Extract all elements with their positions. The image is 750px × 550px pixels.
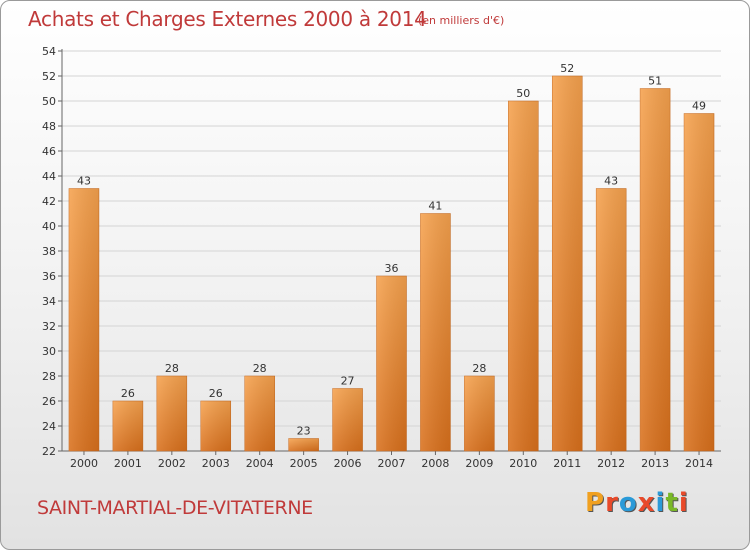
bar-shade-2006 — [332, 388, 363, 451]
data-label: 43 — [77, 175, 91, 188]
y-tick-label: 42 — [42, 195, 56, 208]
y-tick-label: 26 — [42, 395, 56, 408]
data-label: 49 — [692, 100, 706, 113]
y-tick-label: 34 — [42, 295, 56, 308]
y-tick-label: 38 — [42, 245, 56, 258]
bar-shade-2009 — [464, 376, 495, 451]
x-tick-label: 2007 — [378, 457, 406, 470]
y-tick-label: 52 — [42, 70, 56, 83]
x-tick-label: 2001 — [114, 457, 142, 470]
bar-shade-2011 — [552, 76, 583, 451]
data-label: 50 — [516, 87, 530, 100]
logo-letter: P — [585, 488, 606, 518]
chart-subtitle: (en milliers d'€) — [418, 14, 505, 27]
y-tick-label: 44 — [42, 170, 56, 183]
bar-shade-2008 — [420, 213, 451, 451]
bar-shade-2002 — [156, 376, 187, 451]
bar-shade-2000 — [68, 188, 99, 451]
data-label: 27 — [341, 375, 355, 388]
y-tick-label: 50 — [42, 95, 56, 108]
data-label: 28 — [165, 362, 179, 375]
bars — [68, 75, 715, 452]
x-tick-label: 2010 — [509, 457, 537, 470]
x-tick-label: 2013 — [641, 457, 669, 470]
logo-letter: r — [605, 488, 619, 518]
x-tick-label: 2008 — [421, 457, 449, 470]
bar-shade-2005 — [288, 438, 319, 451]
data-label: 41 — [428, 200, 442, 213]
commune-name: SAINT-MARTIAL-DE-VITATERNE — [37, 497, 313, 519]
y-tick-label: 36 — [42, 270, 56, 283]
data-label: 36 — [385, 262, 399, 275]
x-tick-label: 2002 — [158, 457, 186, 470]
data-label: 28 — [253, 362, 267, 375]
logo-letter: i — [655, 488, 666, 518]
bar-shade-2003 — [200, 401, 231, 451]
x-tick-label: 2006 — [334, 457, 362, 470]
bar-shade-2010 — [508, 101, 539, 451]
x-tick-label: 2011 — [553, 457, 581, 470]
y-tick-label: 46 — [42, 145, 56, 158]
x-tick-label: 2005 — [290, 457, 318, 470]
data-label: 26 — [121, 387, 135, 400]
x-tick-label: 2012 — [597, 457, 625, 470]
bar-shade-2013 — [640, 88, 671, 451]
x-tick-label: 2000 — [70, 457, 98, 470]
data-label: 52 — [560, 62, 574, 75]
data-label: 28 — [472, 362, 486, 375]
y-tick-label: 54 — [42, 45, 56, 58]
bar-shade-2014 — [684, 113, 715, 451]
x-tick-label: 2003 — [202, 457, 230, 470]
y-tick-label: 32 — [42, 320, 56, 333]
y-tick-label: 28 — [42, 370, 56, 383]
bar-shade-2007 — [376, 276, 407, 451]
logo-letter: o — [618, 488, 638, 518]
data-label: 26 — [209, 387, 223, 400]
proxiti-logo[interactable]: Proxiti — [585, 488, 689, 518]
bar-shade-2012 — [596, 188, 627, 451]
x-tick-label: 2009 — [465, 457, 493, 470]
y-tick-label: 40 — [42, 220, 56, 233]
logo-letter: t — [665, 488, 679, 518]
y-tick-label: 30 — [42, 345, 56, 358]
chart-title: Achats et Charges Externes 2000 à 2014 — [28, 7, 427, 31]
bar-shade-2001 — [112, 401, 143, 451]
logo-letter: x — [637, 488, 656, 518]
y-tick-label: 22 — [42, 445, 56, 458]
data-label: 23 — [297, 425, 311, 438]
bar-shade-2004 — [244, 376, 275, 451]
x-tick-label: 2004 — [246, 457, 274, 470]
y-tick-label: 24 — [42, 420, 56, 433]
data-label: 43 — [604, 175, 618, 188]
x-tick-label: 2014 — [685, 457, 713, 470]
data-label: 51 — [648, 75, 662, 88]
y-tick-label: 48 — [42, 120, 56, 133]
logo-letter: i — [678, 488, 689, 518]
data-labels: 43 26 28 26 28 23 27 36 41 28 50 52 43 51 49 — [77, 62, 706, 438]
